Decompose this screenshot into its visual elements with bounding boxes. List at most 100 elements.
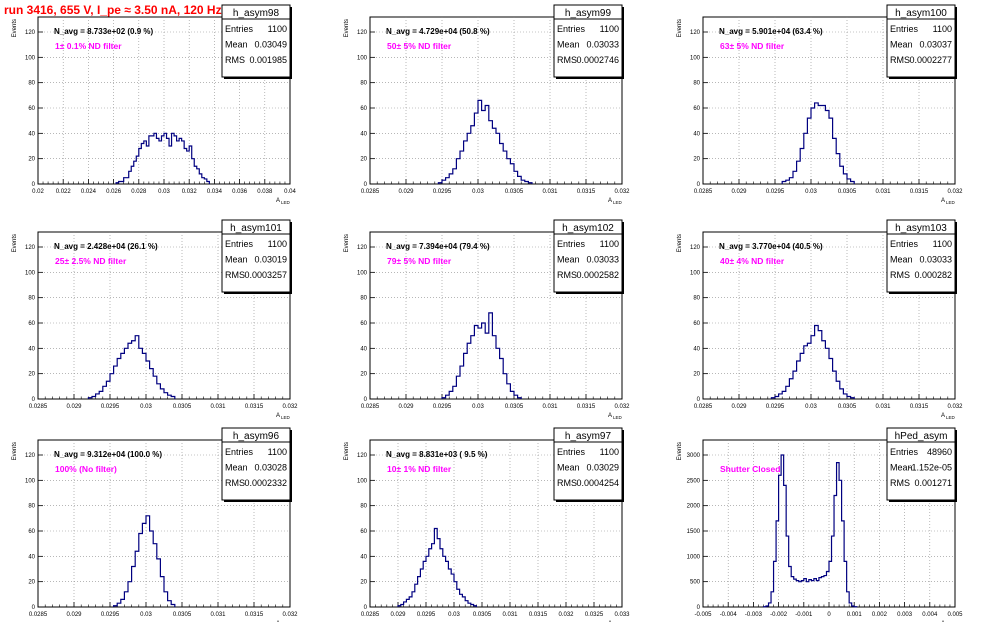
histogram-line <box>87 335 176 399</box>
histogram-line <box>441 312 522 399</box>
navg-label: N_avg = 2.428e+04 (26.1 %) <box>54 242 158 251</box>
y-tick-label: 100 <box>25 55 36 61</box>
histogram-line <box>762 454 858 608</box>
x-tick-label: 0.04 <box>284 189 296 195</box>
x-tick-label: 0.032 <box>558 612 574 618</box>
stats-value: 0.0003257 <box>244 270 287 280</box>
x-tick-label: 0.0285 <box>29 404 48 410</box>
x-tick-label: 0.0295 <box>433 404 452 410</box>
stats-value: 0.03033 <box>586 40 619 50</box>
x-tick-label: 0.0305 <box>838 404 857 410</box>
x-tick-label: 0.0285 <box>694 189 713 195</box>
stats-box-shadow <box>224 77 292 79</box>
y-tick-label: 120 <box>25 453 36 459</box>
stats-value: 0.0002277 <box>909 55 952 65</box>
x-tick-label: 0.026 <box>106 189 122 195</box>
y-tick-label: 20 <box>28 372 35 378</box>
x-tick-label: 0.0285 <box>361 189 380 195</box>
histogram-name: h_asym100 <box>895 8 947 19</box>
x-tick-label: 0.03 <box>448 612 460 618</box>
stats-value: 1100 <box>600 239 619 249</box>
y-tick-label: 100 <box>690 270 701 276</box>
x-tick-label: 0.032 <box>614 189 630 195</box>
x-tick-label: 0.0285 <box>29 612 48 618</box>
histogram-name: h_asym101 <box>230 223 282 234</box>
histogram-name: h_asym97 <box>565 431 612 442</box>
x-tick-label: 0.038 <box>257 189 273 195</box>
y-tick-label: 20 <box>360 580 367 586</box>
stats-label: RMS <box>557 478 577 488</box>
navg-label: N_avg = 5.901e+04 (63.4 %) <box>719 27 823 36</box>
stats-box <box>886 427 956 501</box>
x-tick-label: 0.0315 <box>577 404 596 410</box>
histogram-name: h_asym102 <box>562 223 614 234</box>
y-tick-label: 120 <box>25 30 36 36</box>
stats-box-shadow <box>889 292 957 294</box>
y-tick-label: 0 <box>32 182 36 188</box>
y-tick-label: 80 <box>28 296 35 302</box>
y-tick-label: 20 <box>693 157 700 163</box>
y-tick-label: 0 <box>697 182 701 188</box>
x-tick-label: -0.001 <box>795 612 813 618</box>
navg-label: N_avg = 8.733e+02 (0.9 %) <box>54 27 154 36</box>
x-axis-subscript: LED <box>613 200 623 205</box>
histogram-line <box>113 515 176 607</box>
stats-value: 0.03028 <box>254 463 287 473</box>
y-tick-label: 40 <box>360 554 367 560</box>
x-tick-label: 0.03 <box>140 404 152 410</box>
x-tick-label: 0.032 <box>182 189 198 195</box>
x-tick-label: 0.032 <box>282 404 298 410</box>
x-tick-label: 0.0315 <box>577 189 596 195</box>
x-tick-label: -0.003 <box>745 612 763 618</box>
x-tick-label: 0.0315 <box>245 612 264 618</box>
x-tick-label: -0.004 <box>720 612 738 618</box>
y-tick-label: 60 <box>360 321 367 327</box>
y-tick-label: 0 <box>32 397 36 403</box>
y-tick-label: 0 <box>364 605 368 611</box>
stats-box <box>886 219 956 293</box>
x-tick-label: 0.004 <box>922 612 938 618</box>
stats-label: RMS <box>225 55 245 65</box>
stats-value: 1100 <box>268 24 287 34</box>
stats-label: Entries <box>557 24 586 34</box>
x-tick-label: 0.032 <box>614 404 630 410</box>
x-tick-label: 0.0305 <box>473 612 492 618</box>
stats-label: RMS <box>890 55 910 65</box>
stats-label: Mean <box>557 463 580 473</box>
x-axis-subscript: LED <box>281 200 291 205</box>
x-axis-subscript: LED <box>946 200 956 205</box>
x-tick-label: 0.0315 <box>910 189 929 195</box>
y-tick-label: 80 <box>360 504 367 510</box>
x-tick-label: 0.0295 <box>101 404 120 410</box>
y-tick-label: 60 <box>28 529 35 535</box>
y-axis-title: Events <box>12 442 18 460</box>
y-tick-label: 80 <box>360 296 367 302</box>
histogram-line <box>781 102 855 184</box>
stats-label: Mean <box>890 40 913 50</box>
x-tick-label: 0.029 <box>398 189 414 195</box>
x-tick-label: 0.0305 <box>838 189 857 195</box>
y-tick-label: 20 <box>360 157 367 163</box>
stats-value: 0.03049 <box>254 40 287 50</box>
stats-value: 1100 <box>600 447 619 457</box>
x-tick-label: 0.0315 <box>245 404 264 410</box>
stats-label: RMS <box>890 478 910 488</box>
stats-box-shadow <box>556 500 624 502</box>
stats-label: RMS <box>557 270 577 280</box>
stats-label: Entries <box>225 447 254 457</box>
stats-value: 0.03033 <box>586 255 619 265</box>
stats-value: 0.0002582 <box>576 270 619 280</box>
x-tick-label: 0.031 <box>875 404 891 410</box>
navg-label: N_avg = 9.312e+04 (100.0 %) <box>54 450 162 459</box>
stats-box-shadow <box>556 77 624 79</box>
x-tick-label: 0.031 <box>542 404 558 410</box>
x-tick-label: 0.029 <box>390 612 406 618</box>
stats-box-shadow <box>556 292 624 294</box>
x-tick-label: 0.0315 <box>529 612 548 618</box>
filter-annotation: 1± 0.1% ND filter <box>55 41 122 51</box>
y-tick-label: 0 <box>32 605 36 611</box>
stats-box <box>553 4 623 78</box>
x-tick-label: -0.005 <box>694 612 712 618</box>
x-tick-label: 0.03 <box>140 612 152 618</box>
y-tick-label: 0 <box>364 182 368 188</box>
